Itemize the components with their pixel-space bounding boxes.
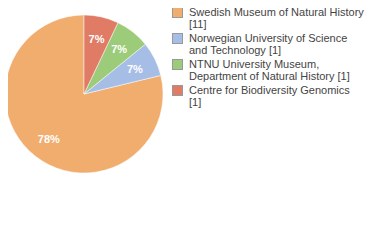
svg-text:7%: 7% <box>111 43 127 55</box>
svg-text:7%: 7% <box>127 63 143 75</box>
svg-text:78%: 78% <box>38 133 60 145</box>
html-text:Centre for Biodiversity Genomi: Centre for Biodiversity Genomics [1] <box>189 84 350 108</box>
html-text:NTNU University Museum, Depart: NTNU University Museum, Department of Na… <box>189 58 350 82</box>
html-text:Swedish Museum of Natural Hist: Swedish Museum of Natural History [11] <box>189 6 364 30</box>
html-text:Norwegian University of Scienc: Norwegian University of Science and Tech… <box>189 32 348 56</box>
svg-text:7%: 7% <box>89 33 105 45</box>
